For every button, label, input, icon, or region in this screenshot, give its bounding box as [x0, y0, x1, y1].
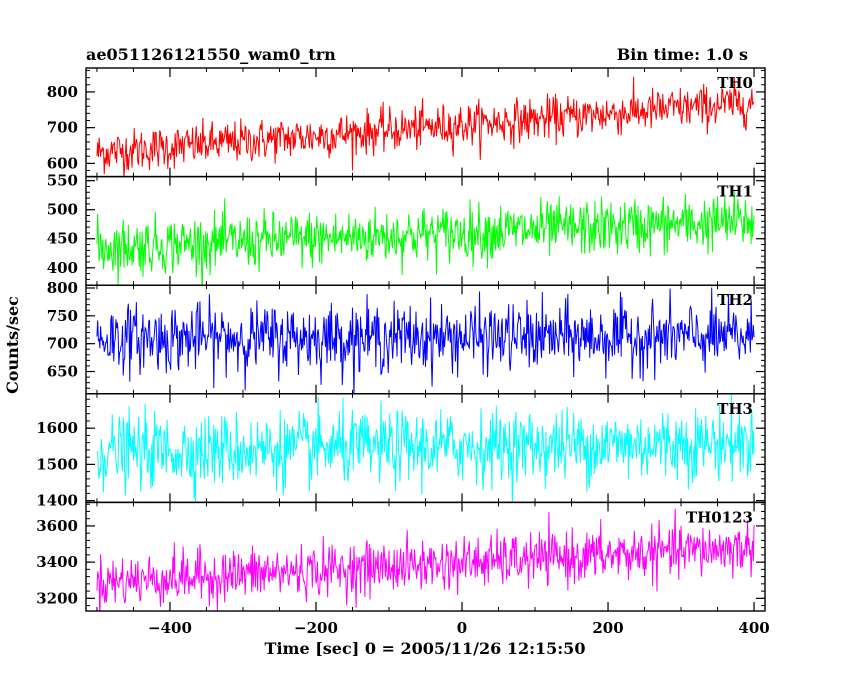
panel-th0123: 3200 3400 3600 TH0123	[36, 501, 766, 612]
x-axis-label: Time [sec] 0 = 2005/11/26 12:15:50	[265, 639, 586, 658]
panel-label: TH3	[717, 400, 753, 418]
x-axis: −400 −200 0 200 400	[148, 619, 770, 637]
y-tick-label: 700	[47, 335, 78, 353]
plot-title: ae051126121550_wam0_trn	[86, 45, 336, 64]
panels-group: 600 700 800 TH0 400 450 500 550 TH1 650 700 750 800 T…	[36, 67, 766, 612]
series-th0	[96, 76, 755, 177]
y-tick-label: 650	[47, 363, 78, 381]
y-tick-label: 750	[47, 307, 78, 325]
y-tick-label: 800	[47, 83, 78, 101]
y-tick-label: 1400	[36, 492, 78, 510]
y-tick-label: 3200	[36, 589, 78, 607]
x-tick-label: 0	[457, 619, 467, 637]
panel-th1: 400 450 500 550 TH1	[47, 172, 766, 286]
panel-label: TH0	[717, 74, 753, 92]
series-th3	[96, 393, 755, 503]
y-tick-label: 450	[47, 230, 78, 248]
panel-th0: 600 700 800 TH0	[47, 67, 766, 178]
x-tick-label: −200	[294, 619, 338, 637]
series-th2	[96, 287, 755, 394]
x-tick-label: 400	[738, 619, 769, 637]
series-th1	[96, 190, 755, 286]
y-tick-label: 1500	[36, 455, 78, 473]
panel-label: TH1	[717, 183, 753, 201]
x-tick-label: −400	[148, 619, 192, 637]
y-tick-label: 1600	[36, 419, 78, 437]
y-tick-label: 800	[47, 279, 78, 297]
y-tick-label: 500	[47, 201, 78, 219]
panel-label: TH0123	[686, 508, 753, 526]
y-tick-label: 700	[47, 119, 78, 137]
series-th0123	[96, 508, 755, 611]
panel-th3: 1400 1500 1600 TH3	[36, 393, 766, 510]
x-tick-label: 200	[592, 619, 623, 637]
panel-th2: 650 700 750 800 TH2	[47, 279, 766, 395]
bin-time-label: Bin time: 1.0 s	[617, 45, 748, 64]
y-tick-label: 550	[47, 172, 78, 190]
y-axis-label: Counts/sec	[3, 296, 22, 394]
y-tick-label: 3600	[36, 517, 78, 535]
y-tick-label: 600	[47, 154, 78, 172]
y-tick-label: 3400	[36, 553, 78, 571]
panel-label: TH2	[717, 291, 753, 309]
y-tick-label: 400	[47, 259, 78, 277]
